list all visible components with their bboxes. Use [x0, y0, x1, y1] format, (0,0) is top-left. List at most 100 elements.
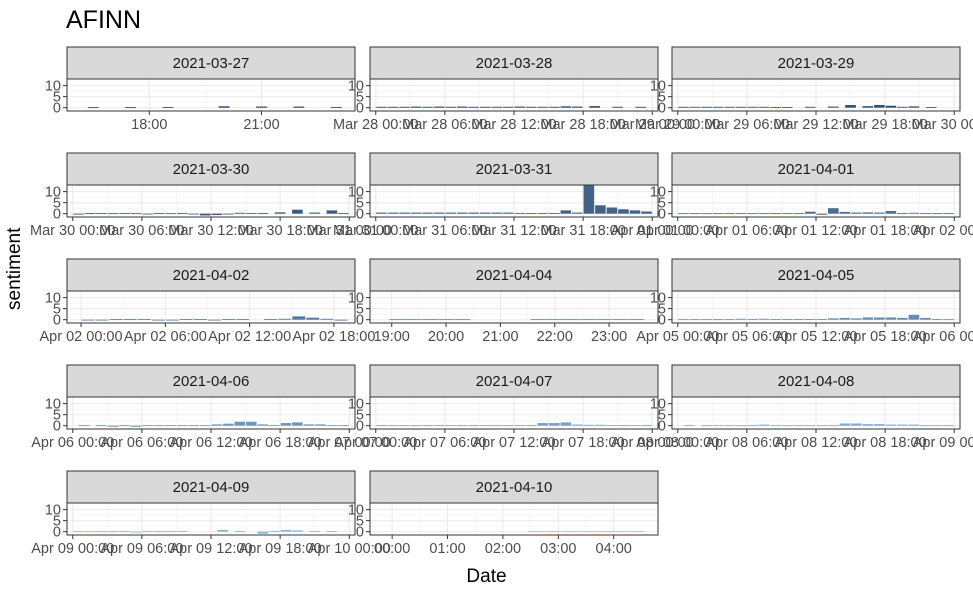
sentiment-bar: [162, 107, 174, 108]
x-tick-label: Apr 06 18:00: [239, 435, 322, 451]
sentiment-bar: [920, 425, 931, 426]
sentiment-bar: [217, 529, 228, 532]
x-tick-label: Mar 29 18:00: [842, 117, 927, 133]
y-tick-label: 5: [356, 196, 364, 212]
x-tick-label: 02:00: [485, 541, 521, 557]
sentiment-bar: [130, 425, 142, 427]
sentiment-bar: [234, 421, 246, 426]
x-tick-label: Mar 31 00:00: [333, 223, 418, 239]
sentiment-bar: [410, 212, 422, 214]
sentiment-bar: [583, 424, 595, 426]
facet-strip: [369, 152, 659, 186]
sentiment-bar: [278, 318, 292, 320]
facet-strip: [369, 470, 659, 504]
sentiment-bar: [528, 531, 545, 533]
y-tick-label: 5: [53, 302, 61, 318]
sentiment-bar: [334, 319, 348, 321]
sentiment-bar: [735, 106, 747, 108]
facet-strip: [671, 364, 961, 398]
x-tick-label: 21:00: [243, 117, 279, 133]
sentiment-bar: [595, 205, 606, 214]
sentiment-bar: [326, 210, 338, 214]
facet-strip-label: 2021-04-09: [173, 479, 250, 496]
sentiment-bar: [292, 422, 303, 426]
sentiment-bar: [851, 423, 862, 426]
sentiment-bar: [804, 319, 816, 320]
x-axis-label: Date: [466, 566, 507, 587]
sentiment-bar: [234, 531, 246, 532]
y-tick-label: 10: [650, 397, 666, 413]
sentiment-bar: [594, 531, 611, 533]
sentiment-bar: [583, 185, 595, 214]
y-tick-label: 0: [356, 525, 364, 541]
sentiment-bar: [96, 425, 107, 426]
sentiment-bar: [119, 213, 130, 214]
sentiment-bar: [326, 531, 338, 532]
facet-strip-label: 2021-04-05: [778, 267, 855, 284]
y-tick-label: 5: [658, 196, 666, 212]
y-tick-label: 5: [658, 302, 666, 318]
y-tick-label: 0: [658, 419, 666, 435]
sentiment-bar: [142, 531, 153, 532]
sentiment-bar: [560, 422, 572, 426]
sentiment-bar: [153, 213, 165, 214]
x-tick-label: Apr 01 06:00: [705, 223, 788, 239]
x-tick-label: 21:00: [482, 329, 518, 345]
sentiment-bar: [399, 425, 410, 427]
sentiment-bar: [410, 425, 422, 427]
sentiment-bar: [689, 213, 701, 214]
sentiment-bar: [897, 317, 908, 320]
sentiment-bar: [137, 319, 151, 320]
y-tick-label: 5: [658, 408, 666, 424]
x-tick-label: Apr 09 18:00: [239, 541, 322, 557]
sentiment-bar: [804, 425, 816, 427]
x-tick-label: Apr 09 00:00: [913, 435, 973, 451]
sentiment-bar: [827, 208, 839, 214]
y-tick-label: 10: [45, 397, 61, 413]
sentiment-bar: [119, 425, 130, 426]
sentiment-bar: [549, 213, 560, 214]
sentiment-bar: [456, 106, 468, 108]
sentiment-bar: [712, 425, 724, 426]
x-tick-label: Apr 02 18:00: [292, 329, 375, 345]
sentiment-bar: [931, 319, 943, 320]
sentiment-bar: [701, 106, 712, 108]
sentiment-bar: [839, 317, 851, 320]
sentiment-bar: [176, 213, 188, 214]
sentiment-bar: [885, 424, 897, 426]
y-tick-label: 5: [53, 196, 61, 212]
x-tick-label: Apr 08 06:00: [705, 435, 788, 451]
sentiment-bar: [577, 531, 595, 533]
x-tick-label: Apr 07 00:00: [308, 435, 391, 451]
x-tick-label: Apr 06 12:00: [169, 435, 252, 451]
sentiment-bar: [862, 212, 874, 214]
sentiment-bar: [433, 212, 445, 214]
sentiment-bar: [537, 213, 549, 214]
sentiment-bar: [920, 213, 931, 214]
sentiment-bar: [595, 424, 606, 426]
y-tick-label: 0: [356, 207, 364, 223]
x-tick-label: Apr 06 00:00: [913, 329, 973, 345]
facet-strip-label: 2021-04-01: [778, 161, 855, 178]
sentiment-bar: [125, 107, 137, 109]
x-tick-label: Apr 06 00:00: [31, 435, 114, 451]
x-tick-label: 20:00: [428, 329, 464, 345]
sentiment-bar: [479, 212, 491, 214]
sentiment-bar: [635, 106, 647, 108]
chart-title: AFINN: [66, 6, 141, 34]
sentiment-bar: [897, 424, 908, 426]
sentiment-bar: [257, 213, 269, 214]
y-tick-label: 10: [650, 79, 666, 95]
sentiment-bar: [292, 316, 306, 320]
sentiment-bar: [107, 425, 119, 427]
x-tick-label: Apr 05 12:00: [774, 329, 857, 345]
sentiment-bar: [793, 213, 805, 214]
y-tick-label: 5: [53, 514, 61, 530]
x-tick-label: Mar 30 06:00: [99, 223, 184, 239]
y-tick-label: 0: [53, 525, 61, 541]
sentiment-bar: [274, 212, 286, 214]
x-tick-label: Apr 07 18:00: [542, 435, 625, 451]
sentiment-bar: [211, 213, 223, 216]
sentiment-bar: [454, 319, 471, 321]
y-tick-label: 10: [650, 185, 666, 201]
